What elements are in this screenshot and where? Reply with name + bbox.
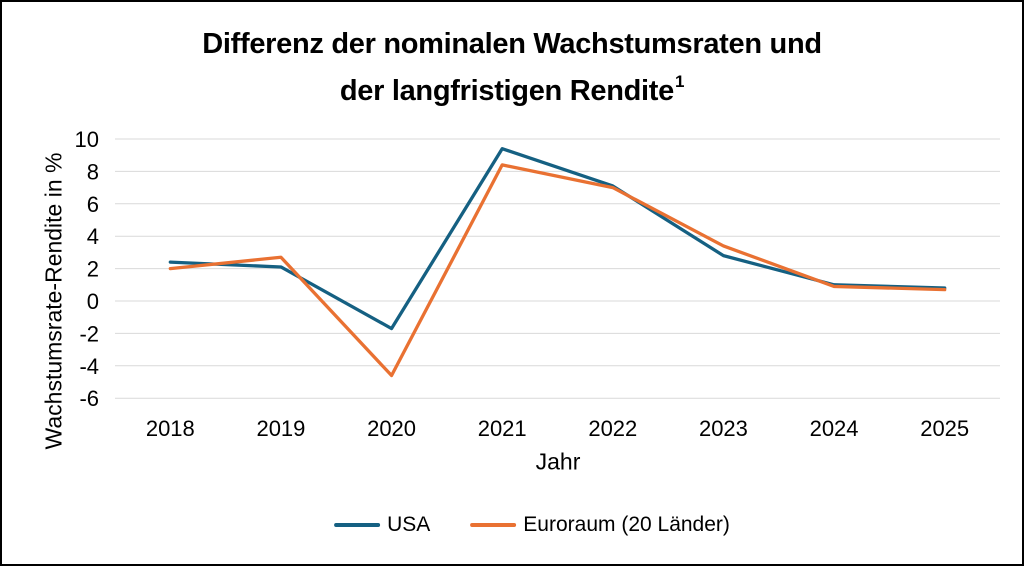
x-tick-label: 2024: [810, 416, 859, 441]
x-tick-label: 2021: [478, 416, 527, 441]
legend-label-euroraum: Euroraum (20 Länder): [523, 513, 730, 536]
y-tick-label: 2: [87, 257, 99, 282]
y-tick-label: -2: [79, 321, 99, 346]
series-line-1: [168, 163, 947, 378]
legend-item-usa: USA: [334, 513, 430, 537]
legend-label-usa: USA: [387, 513, 431, 536]
x-tick-label: 2019: [256, 416, 305, 441]
y-tick-label: -4: [79, 354, 99, 379]
y-tick-label: 0: [87, 289, 99, 314]
y-tick-label: 6: [87, 192, 99, 217]
y-axis-title: Wachstumsrate-Rendite in %: [40, 152, 67, 450]
x-tick-label: 2022: [588, 416, 637, 441]
y-tick-label: 10: [75, 127, 99, 152]
euroraum-line-swatch: [470, 523, 517, 527]
y-tick-label: -6: [79, 386, 99, 411]
usa-line-swatch: [334, 523, 381, 527]
y-tick-label: 4: [87, 224, 99, 249]
chart-title: Differenz der nominalen Wachstumsraten u…: [2, 24, 1022, 111]
legend-item-euroraum: Euroraum (20 Länder): [470, 513, 730, 537]
chart-title-line-1: Differenz der nominalen Wachstumsraten u…: [202, 28, 822, 60]
footnote-marker: 1: [674, 72, 685, 91]
x-tick-label: 2025: [920, 416, 969, 441]
x-axis-title: Jahr: [535, 448, 581, 475]
x-tick-label: 2018: [146, 416, 195, 441]
y-tick-label: 8: [87, 159, 99, 184]
chart-title-line-2: der langfristigen Rendite1: [339, 72, 685, 107]
x-tick-label: 2023: [699, 416, 748, 441]
legend: USA Euroraum (20 Länder): [334, 513, 730, 537]
x-tick-label: 2020: [367, 416, 416, 441]
